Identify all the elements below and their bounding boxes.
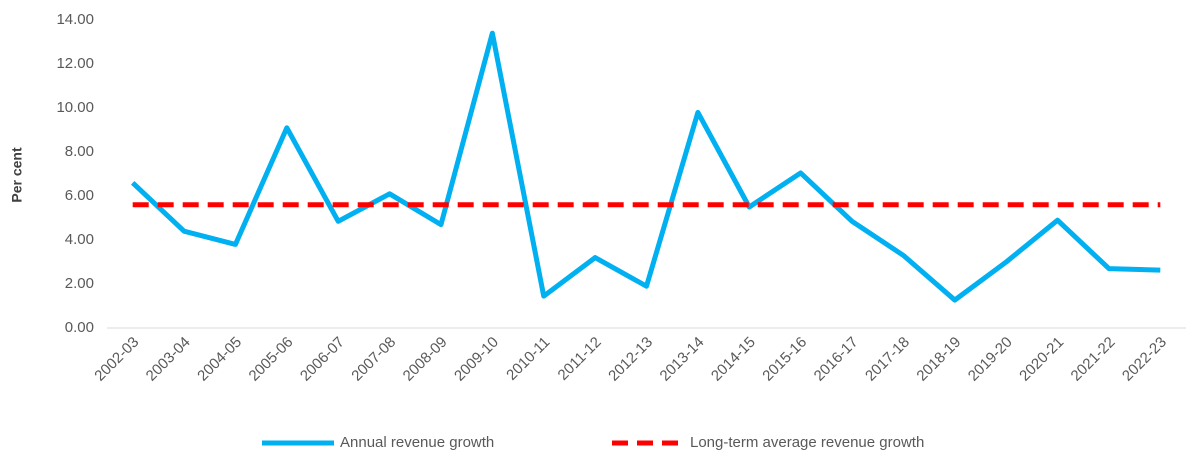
x-tick-label: 2008-09 xyxy=(400,334,451,385)
y-tick-label: 14.00 xyxy=(56,11,94,28)
x-tick-label: 2018-19 xyxy=(913,334,964,385)
y-tick-label: 4.00 xyxy=(65,231,94,248)
x-tick-label: 2022-23 xyxy=(1119,334,1170,385)
y-axis-label: Per cent xyxy=(9,147,25,203)
x-tick-label: 2016-17 xyxy=(811,334,862,385)
x-tick-label: 2017-18 xyxy=(862,334,913,385)
y-tick-label: 0.00 xyxy=(65,319,94,336)
x-tick-label: 2021-22 xyxy=(1068,334,1119,385)
y-tick-label: 6.00 xyxy=(65,187,94,204)
y-tick-label: 12.00 xyxy=(56,55,94,72)
x-tick-label: 2013-14 xyxy=(657,334,708,385)
x-tick-label: 2004-05 xyxy=(194,334,245,385)
y-tick-label: 2.00 xyxy=(65,275,94,292)
y-tick-label: 10.00 xyxy=(56,99,94,116)
legend-label: Long-term average revenue growth xyxy=(690,434,924,451)
x-tick-label: 2020-21 xyxy=(1016,334,1067,385)
x-tick-label: 2015-16 xyxy=(759,334,810,385)
x-tick-label: 2012-13 xyxy=(605,334,656,385)
x-tick-label: 2007-08 xyxy=(348,334,399,385)
x-tick-label: 2009-10 xyxy=(451,334,502,385)
x-tick-label: 2019-20 xyxy=(965,334,1016,385)
x-tick-label: 2003-04 xyxy=(143,334,194,385)
y-tick-label: 8.00 xyxy=(65,143,94,160)
x-tick-label: 2014-15 xyxy=(708,334,759,385)
series-line xyxy=(130,30,1161,303)
x-tick-label: 2011-12 xyxy=(555,334,605,384)
x-tick-label: 2006-07 xyxy=(297,334,348,385)
x-tick-label: 2010-11 xyxy=(503,334,553,384)
x-tick-label: 2002-03 xyxy=(91,334,142,385)
x-tick-label: 2005-06 xyxy=(246,334,297,385)
legend-label: Annual revenue growth xyxy=(340,434,494,451)
